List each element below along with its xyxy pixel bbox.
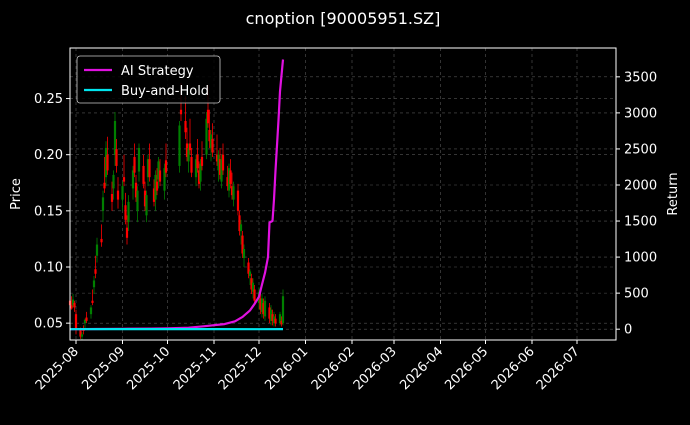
candle-body bbox=[196, 155, 198, 168]
candle-body bbox=[136, 191, 138, 211]
candle-body bbox=[85, 318, 87, 321]
candle-body bbox=[145, 195, 147, 215]
chart-title: cnoption [90005951.SZ] bbox=[246, 9, 441, 28]
candle-body bbox=[189, 143, 191, 150]
legend-label-ai-strategy: AI Strategy bbox=[121, 64, 194, 79]
candle-body bbox=[178, 125, 180, 165]
candle-body bbox=[156, 182, 158, 191]
candle-body bbox=[142, 166, 144, 184]
candle-body bbox=[282, 296, 284, 323]
candle-body bbox=[201, 157, 203, 166]
candle-body bbox=[133, 157, 135, 173]
candle-body bbox=[121, 186, 123, 199]
candle-body bbox=[148, 159, 150, 177]
y2-tick-label: 3500 bbox=[624, 70, 657, 85]
candle-body bbox=[138, 148, 140, 172]
candle-body bbox=[165, 160, 167, 172]
y-tick-label: 0.15 bbox=[34, 204, 63, 219]
y-tick-label: 0.25 bbox=[34, 92, 63, 107]
candle-body bbox=[180, 110, 182, 114]
candle-body bbox=[243, 249, 245, 258]
candle-body bbox=[237, 191, 239, 211]
legend: AI Strategy Buy-and-Hold bbox=[77, 56, 220, 103]
candle-body bbox=[229, 170, 231, 183]
candlestick bbox=[178, 121, 180, 173]
legend-label-buy-and-hold: Buy-and-Hold bbox=[121, 84, 209, 99]
candle-body bbox=[232, 186, 234, 199]
y2-tick-label: 0 bbox=[624, 323, 632, 338]
candle-body bbox=[123, 177, 125, 181]
candle-body bbox=[111, 194, 113, 202]
candle-body bbox=[199, 164, 201, 182]
candle-body bbox=[222, 155, 224, 171]
y2-tick-label: 2000 bbox=[624, 178, 657, 193]
y-tick-label: 0.20 bbox=[34, 148, 63, 163]
candle-body bbox=[124, 205, 126, 220]
y2-tick-label: 3000 bbox=[624, 106, 657, 121]
candle-body bbox=[190, 157, 192, 173]
candle-body bbox=[106, 155, 108, 171]
candle-body bbox=[81, 334, 83, 336]
candle-body bbox=[100, 239, 102, 242]
candle-body bbox=[90, 307, 92, 314]
candle-body bbox=[249, 271, 251, 275]
y2-tick-label: 1500 bbox=[624, 215, 657, 230]
candle-body bbox=[205, 119, 207, 155]
y-tick-label: 0.05 bbox=[34, 317, 63, 332]
candle-body bbox=[184, 121, 186, 132]
candle-body bbox=[253, 289, 255, 300]
candle-body bbox=[115, 149, 117, 166]
candle-body bbox=[112, 175, 114, 188]
candle-body bbox=[132, 170, 134, 188]
candle-body bbox=[211, 139, 213, 152]
y2-tick-label: 2500 bbox=[624, 142, 657, 157]
candle-body bbox=[159, 170, 161, 181]
y2-tick-label: 1000 bbox=[624, 251, 657, 266]
candle-body bbox=[91, 301, 93, 303]
candle-body bbox=[93, 280, 95, 287]
candle-body bbox=[240, 224, 242, 231]
candle-body bbox=[274, 319, 276, 323]
candle-body bbox=[103, 183, 105, 189]
candle-body bbox=[96, 245, 98, 256]
candle-body bbox=[207, 110, 209, 123]
y2-axis-label: Return bbox=[666, 172, 681, 215]
candle-body bbox=[126, 228, 128, 238]
y-axis-label: Price bbox=[9, 178, 24, 210]
candle-body bbox=[117, 191, 119, 200]
candle-body bbox=[264, 301, 266, 317]
candle-body bbox=[102, 197, 104, 210]
y2-tick-label: 500 bbox=[624, 287, 649, 302]
y-tick-label: 0.10 bbox=[34, 261, 63, 276]
candle-body bbox=[75, 314, 77, 330]
candle-body bbox=[127, 202, 129, 222]
candle-body bbox=[94, 269, 96, 273]
candle-body bbox=[70, 305, 72, 308]
candle-body bbox=[73, 303, 75, 307]
